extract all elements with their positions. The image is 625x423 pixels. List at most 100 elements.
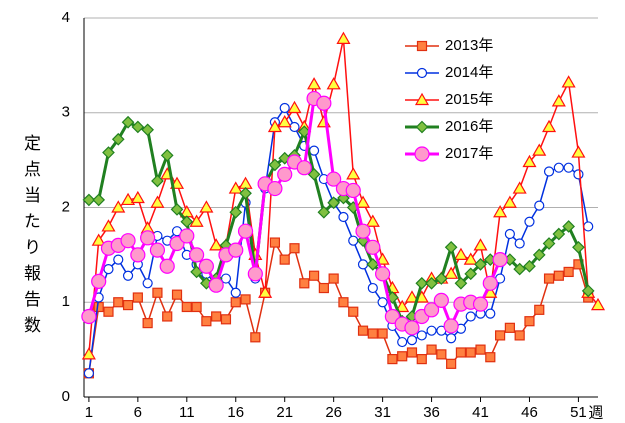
marker <box>444 240 458 254</box>
marker <box>444 266 459 279</box>
x-tick-label: 36 <box>423 404 440 421</box>
marker <box>543 273 555 284</box>
marker <box>142 317 153 329</box>
marker <box>524 216 535 227</box>
marker <box>338 297 349 308</box>
marker <box>485 352 496 363</box>
marker <box>198 258 214 274</box>
marker <box>355 223 371 239</box>
marker <box>101 219 116 232</box>
marker <box>345 182 361 199</box>
marker <box>326 171 342 187</box>
marker <box>81 347 96 360</box>
x-tick-label: 1 <box>85 404 93 421</box>
marker <box>514 238 525 249</box>
marker <box>299 278 310 289</box>
marker <box>377 297 388 308</box>
marker <box>338 211 349 223</box>
marker <box>573 169 584 180</box>
legend-marker <box>414 146 430 162</box>
marker <box>571 145 586 158</box>
marker <box>348 306 359 317</box>
marker <box>406 347 418 358</box>
marker <box>122 299 134 311</box>
marker <box>230 287 241 298</box>
marker <box>581 284 595 298</box>
marker <box>92 193 106 207</box>
marker <box>357 325 369 336</box>
marker <box>493 205 508 218</box>
x-axis-label: 週 <box>588 404 603 422</box>
marker <box>561 75 576 88</box>
marker <box>287 100 302 114</box>
marker <box>365 239 381 255</box>
marker <box>267 180 283 197</box>
marker <box>307 167 321 181</box>
marker <box>279 102 290 114</box>
marker <box>160 149 174 162</box>
marker <box>485 308 496 319</box>
marker <box>308 145 320 156</box>
marker <box>103 263 114 275</box>
marker <box>406 335 418 346</box>
marker <box>553 162 564 173</box>
marker <box>542 237 556 250</box>
marker <box>102 146 115 159</box>
marker <box>208 277 224 293</box>
marker <box>113 254 124 265</box>
marker <box>397 336 408 348</box>
marker <box>355 195 371 208</box>
marker <box>170 203 184 216</box>
legend-label: 2017年 <box>445 145 493 162</box>
marker <box>346 167 361 180</box>
marker <box>534 200 545 211</box>
marker <box>130 247 146 263</box>
marker <box>551 94 566 107</box>
marker <box>365 214 380 227</box>
marker <box>122 270 134 281</box>
marker <box>328 273 339 284</box>
marker <box>91 233 106 246</box>
marker <box>473 238 488 251</box>
legend-marker <box>416 40 428 52</box>
legend-label: 2015年 <box>445 91 493 108</box>
marker <box>230 297 241 308</box>
marker <box>572 240 585 254</box>
marker <box>502 195 517 208</box>
marker <box>152 287 163 298</box>
marker <box>269 237 281 248</box>
marker <box>268 158 282 172</box>
marker <box>512 181 527 194</box>
marker <box>132 292 143 303</box>
marker <box>181 301 192 313</box>
marker <box>475 344 486 355</box>
marker <box>150 195 165 208</box>
legend-label: 2016年 <box>445 118 493 135</box>
x-tick-label: 21 <box>276 404 293 421</box>
x-tick-label: 16 <box>227 404 244 421</box>
marker <box>228 242 244 258</box>
marker <box>82 193 96 207</box>
marker <box>237 223 254 239</box>
marker <box>357 259 369 270</box>
x-tick-label: 26 <box>325 404 342 421</box>
marker <box>247 266 263 282</box>
marker <box>367 282 378 294</box>
marker <box>159 258 175 274</box>
marker <box>149 242 166 258</box>
marker <box>180 215 194 229</box>
marker <box>552 227 566 241</box>
marker <box>532 143 547 156</box>
marker <box>416 354 427 365</box>
marker <box>563 266 574 278</box>
x-tick-label: 41 <box>472 404 489 421</box>
marker <box>296 160 312 176</box>
marker <box>151 174 164 188</box>
marker <box>228 181 243 194</box>
marker <box>297 125 311 139</box>
marker <box>532 248 546 262</box>
marker <box>111 200 126 213</box>
marker <box>455 347 467 358</box>
marker <box>465 311 476 322</box>
